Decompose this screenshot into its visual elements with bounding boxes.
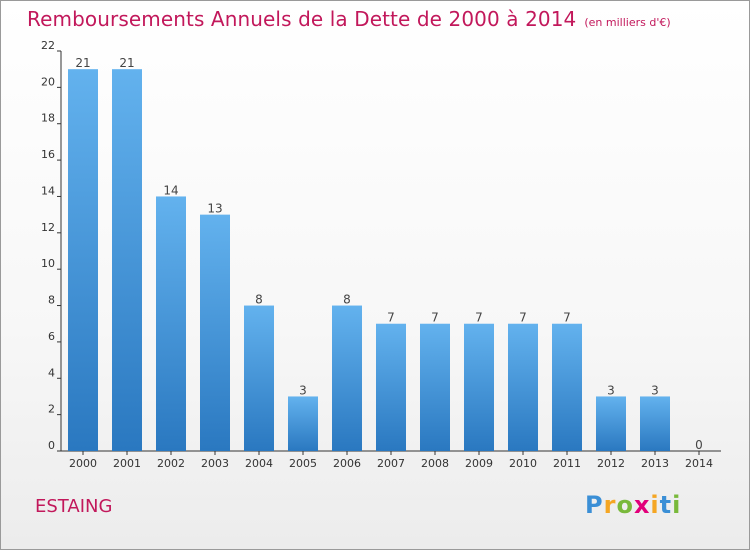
y-tick-label: 16 xyxy=(41,148,55,161)
y-tick-label: 14 xyxy=(41,184,55,197)
x-tick-label: 2011 xyxy=(553,457,581,470)
x-tick-label: 2013 xyxy=(641,457,669,470)
y-tick-label: 0 xyxy=(48,439,55,452)
bar-value-label: 0 xyxy=(695,438,703,452)
x-tick-label: 2007 xyxy=(377,457,405,470)
bar xyxy=(420,323,450,451)
x-tick-label: 2008 xyxy=(421,457,449,470)
bar-value-label: 13 xyxy=(207,202,222,216)
bar-value-label: 7 xyxy=(475,311,483,325)
bar xyxy=(244,305,274,451)
bar-value-label: 7 xyxy=(563,311,571,325)
bar xyxy=(68,69,98,451)
y-tick-label: 8 xyxy=(48,294,55,307)
y-tick-label: 20 xyxy=(41,75,55,88)
bar-value-label: 7 xyxy=(387,311,395,325)
x-tick-label: 2002 xyxy=(157,457,185,470)
bar-value-label: 3 xyxy=(651,383,659,397)
x-tick-label: 2004 xyxy=(245,457,273,470)
commune-name: ESTAING xyxy=(35,496,113,517)
x-tick-label: 2000 xyxy=(69,457,97,470)
bar xyxy=(332,305,362,451)
x-tick-label: 2001 xyxy=(113,457,141,470)
y-tick-label: 6 xyxy=(48,330,55,343)
bar xyxy=(464,323,494,451)
bar xyxy=(552,323,582,451)
proxiti-logo[interactable]: Proxiti xyxy=(585,491,682,519)
chart-subtitle: (en milliers d'€) xyxy=(584,16,671,29)
bar-value-label: 21 xyxy=(119,56,134,70)
y-tick-label: 18 xyxy=(41,112,55,125)
bar-value-label: 21 xyxy=(75,56,90,70)
bar-value-label: 8 xyxy=(343,293,351,307)
x-tick-label: 2005 xyxy=(289,457,317,470)
y-tick-label: 4 xyxy=(48,366,55,379)
bar xyxy=(508,323,538,451)
bar-value-label: 7 xyxy=(519,311,527,325)
bar-value-label: 8 xyxy=(255,293,263,307)
bar-value-label: 14 xyxy=(163,183,178,197)
bar xyxy=(200,214,230,451)
y-tick-label: 22 xyxy=(41,39,55,52)
bar xyxy=(156,196,186,451)
x-tick-label: 2014 xyxy=(685,457,713,470)
x-tick-label: 2010 xyxy=(509,457,537,470)
y-tick-label: 10 xyxy=(41,257,55,270)
bar xyxy=(288,396,318,451)
x-tick-label: 2006 xyxy=(333,457,361,470)
bar xyxy=(640,396,670,451)
x-tick-label: 2003 xyxy=(201,457,229,470)
y-tick-label: 12 xyxy=(41,221,55,234)
bar-value-label: 7 xyxy=(431,311,439,325)
bar-value-label: 3 xyxy=(299,383,307,397)
chart-title-row: Remboursements Annuels de la Dette de 20… xyxy=(27,7,671,31)
y-tick-label: 2 xyxy=(48,403,55,416)
bar xyxy=(596,396,626,451)
x-tick-label: 2009 xyxy=(465,457,493,470)
chart-title: Remboursements Annuels de la Dette de 20… xyxy=(27,7,577,31)
bar-value-label: 3 xyxy=(607,383,615,397)
bar xyxy=(112,69,142,451)
x-tick-label: 2012 xyxy=(597,457,625,470)
bar xyxy=(376,323,406,451)
